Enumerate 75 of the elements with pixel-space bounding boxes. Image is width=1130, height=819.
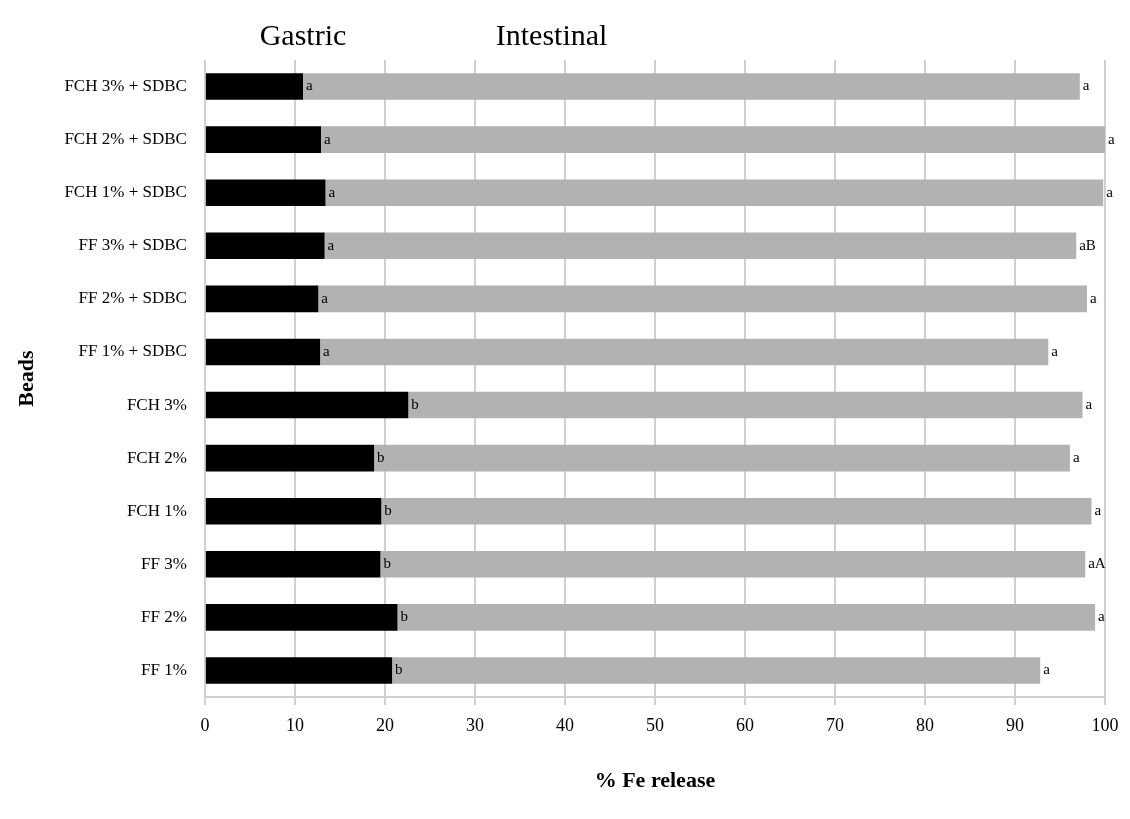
series-label: Gastric: [259, 17, 347, 51]
x-tick-label: 90: [1005, 714, 1024, 735]
bar: [324, 232, 1077, 260]
y-tick-label: FCH 3%: [126, 394, 187, 414]
bar: [205, 73, 303, 100]
bar: [205, 338, 321, 366]
y-tick-label: FCH 1%: [126, 500, 187, 520]
bar: [205, 391, 409, 419]
x-tick-label: 40: [555, 714, 574, 735]
annotation: a: [1106, 183, 1114, 200]
bar: [205, 444, 375, 472]
bar: [380, 551, 1086, 578]
y-tick-label: FCH 1% + SDBC: [64, 182, 187, 202]
y-tick-label: FF 1% + SDBC: [78, 341, 187, 361]
annotation: a: [323, 342, 331, 359]
x-tick-label: 80: [915, 714, 934, 735]
annotation: b: [377, 449, 385, 466]
annotation: a: [321, 289, 329, 306]
x-tick-label: 60: [735, 714, 754, 735]
bar: [325, 179, 1104, 206]
annotation: a: [1085, 395, 1093, 412]
y-tick-label: FCH 2%: [126, 447, 187, 467]
annotation: a: [1108, 130, 1115, 147]
annotation: a: [1082, 77, 1090, 94]
bar: [381, 497, 1092, 525]
annotation: b: [384, 502, 392, 519]
x-tick-label: 20: [375, 714, 394, 735]
annotation: b: [400, 608, 408, 625]
annotation: aA: [1088, 555, 1106, 572]
annotation: a: [327, 236, 335, 253]
y-tick-label: FF 1%: [141, 659, 187, 679]
annotation: a: [1043, 661, 1051, 678]
annotation: a: [1090, 289, 1097, 306]
x-tick-label: 0: [200, 714, 210, 735]
annotation: a: [323, 130, 331, 147]
x-tick-label: 70: [825, 714, 844, 735]
bar: [374, 444, 1070, 472]
x-tick-label: 100: [1091, 714, 1119, 735]
bar: [302, 73, 1080, 100]
y-tick-label: FF 3%: [141, 553, 187, 573]
annotation: b: [395, 661, 403, 678]
annotation: aB: [1079, 236, 1096, 253]
bar: [205, 285, 319, 313]
annotation: b: [411, 395, 419, 412]
x-tick-label: 50: [645, 714, 664, 735]
annotation: a: [1051, 342, 1059, 359]
y-tick-label: FF 2% + SDBC: [78, 288, 187, 308]
annotation: a: [328, 183, 336, 200]
x-tick-label: 10: [285, 714, 304, 735]
y-tick-label: FF 2%: [141, 606, 187, 626]
bar: [205, 604, 398, 631]
series-label: Intestinal: [495, 17, 608, 51]
bar: [318, 285, 1087, 313]
y-tick-label: FF 3% + SDBC: [78, 235, 187, 255]
bar: [205, 497, 382, 525]
bar: [205, 551, 381, 578]
bar: [205, 232, 325, 260]
x-tick-label: 30: [465, 714, 484, 735]
bar: [320, 126, 1105, 153]
annotation: a: [305, 77, 313, 94]
bar: [205, 657, 393, 684]
annotation: b: [383, 555, 391, 572]
annotation: a: [1072, 449, 1080, 466]
bar: [205, 179, 326, 206]
y-axis-title: Beads: [12, 349, 38, 407]
bar: [205, 126, 321, 153]
annotation: a: [1094, 502, 1102, 519]
bar: [397, 604, 1096, 631]
annotation: a: [1098, 608, 1106, 625]
bar: [320, 338, 1049, 366]
y-tick-label: FCH 2% + SDBC: [64, 129, 187, 149]
bar: [392, 657, 1041, 684]
y-tick-label: FCH 3% + SDBC: [64, 76, 187, 96]
x-axis-title: % Fe release: [594, 767, 716, 793]
bar: [408, 391, 1083, 419]
